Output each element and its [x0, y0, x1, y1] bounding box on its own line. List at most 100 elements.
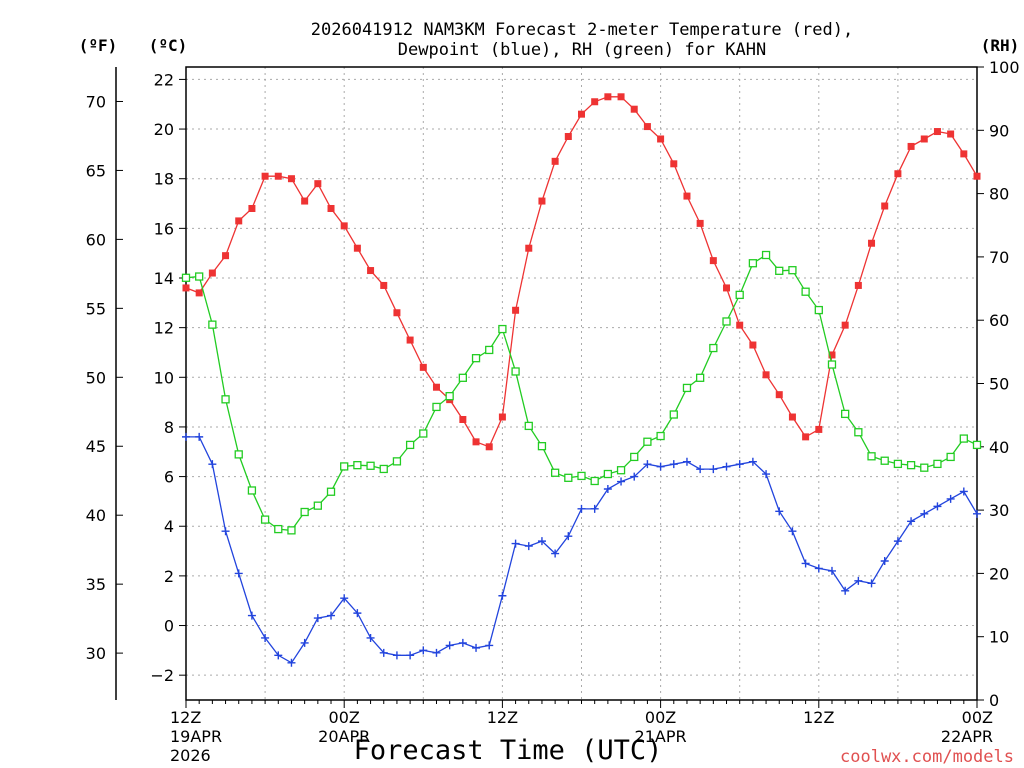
data-point-dewpoint [511, 539, 520, 548]
data-point-dewpoint [485, 641, 494, 650]
data-point-dewpoint [973, 509, 981, 518]
data-point-rh [682, 383, 692, 393]
data-point-2-meter-temperature [498, 413, 506, 421]
data-point-dewpoint [472, 643, 481, 652]
data-point-dewpoint [432, 648, 441, 657]
data-point-2-meter-temperature [340, 222, 348, 230]
data-point-rh [208, 320, 217, 329]
data-point-dewpoint [564, 532, 573, 541]
rh-tick-label: 80 [989, 185, 1009, 204]
data-point-2-meter-temperature [723, 284, 731, 292]
data-point-rh [287, 526, 296, 535]
data-point-dewpoint [537, 537, 546, 546]
data-point-2-meter-temperature [604, 93, 612, 101]
data-point-2-meter-temperature [947, 130, 955, 138]
data-point-dewpoint [261, 633, 270, 642]
rh-tick-label: 10 [989, 628, 1009, 647]
data-point-rh [643, 437, 652, 446]
rh-tick-label: 70 [989, 248, 1009, 267]
data-point-2-meter-temperature [551, 157, 559, 165]
data-point-rh [827, 360, 837, 369]
data-point-2-meter-temperature [578, 110, 585, 118]
rh-tick-label: 100 [989, 58, 1020, 77]
data-point-2-meter-temperature [657, 135, 665, 143]
data-point-2-meter-temperature [630, 105, 638, 113]
data-point-dewpoint [247, 611, 256, 620]
celsius-tick-label: 14 [154, 269, 174, 288]
celsius-tick-label: 20 [154, 120, 174, 139]
x-tick-label-time: 12Z [170, 708, 201, 727]
data-point-dewpoint [551, 549, 560, 558]
data-point-dewpoint [841, 586, 850, 595]
data-point-2-meter-temperature [670, 160, 678, 168]
data-point-rh [366, 461, 375, 470]
data-series [181, 93, 982, 667]
data-point-dewpoint [696, 465, 705, 474]
rh-tick-label: 60 [989, 311, 1009, 330]
data-point-rh [511, 367, 520, 376]
data-point-rh [195, 272, 204, 281]
data-point-2-meter-temperature [195, 289, 203, 297]
celsius-tick-label: 8 [164, 418, 174, 437]
data-point-rh [498, 324, 507, 334]
data-point-rh [181, 273, 191, 282]
data-point-rh [524, 421, 533, 431]
data-point-rh [405, 440, 415, 450]
data-point-2-meter-temperature [643, 123, 651, 131]
x-tick-label-time: 00Z [962, 708, 993, 727]
data-point-2-meter-temperature [472, 438, 480, 446]
data-point-rh [340, 462, 349, 471]
data-point-dewpoint [946, 494, 955, 503]
data-point-2-meter-temperature [841, 321, 849, 329]
data-point-dewpoint [208, 460, 217, 469]
data-point-2-meter-temperature [287, 175, 295, 183]
data-point-2-meter-temperature [274, 172, 282, 180]
fahrenheit-tick-label: 50 [86, 368, 106, 387]
celsius-tick-label: 18 [154, 170, 174, 189]
data-point-rh [603, 469, 613, 479]
celsius-tick-label: 22 [154, 70, 174, 89]
x-tick-label-date: 21APR [635, 727, 687, 746]
data-point-rh [550, 468, 560, 477]
data-point-dewpoint [340, 594, 349, 603]
celsius-tick-label: 6 [164, 468, 174, 487]
data-point-dewpoint [959, 487, 968, 496]
data-point-2-meter-temperature [538, 197, 546, 205]
data-point-rh [775, 266, 784, 275]
data-point-dewpoint [933, 502, 942, 511]
rh-tick-label: 50 [989, 375, 1009, 394]
unit-label-fahrenheit: (ºF) [79, 36, 118, 55]
data-point-2-meter-temperature [314, 180, 322, 188]
x-tick-label-time: 00Z [645, 708, 676, 727]
data-point-dewpoint [287, 658, 296, 667]
data-point-dewpoint [327, 611, 336, 620]
data-point-rh [274, 524, 283, 534]
celsius-tick-label: 2 [164, 567, 174, 586]
x-tick-label-time: 00Z [329, 708, 360, 727]
data-point-dewpoint [182, 432, 190, 441]
data-point-rh [788, 266, 797, 275]
data-point-2-meter-temperature [393, 309, 401, 317]
fahrenheit-tick-label: 40 [86, 506, 106, 525]
fahrenheit-tick-label: 30 [86, 644, 106, 663]
data-point-rh [854, 428, 863, 437]
fahrenheit-tick-label: 60 [86, 230, 106, 249]
data-point-2-meter-temperature [736, 321, 744, 329]
data-point-dewpoint [458, 638, 467, 647]
data-point-rh [867, 452, 876, 461]
data-point-dewpoint [274, 651, 283, 660]
data-point-dewpoint [801, 559, 810, 568]
data-point-rh [564, 473, 573, 482]
data-point-rh [326, 487, 336, 496]
data-point-2-meter-temperature [907, 142, 915, 150]
x-tick-label-date: 20APR [318, 727, 370, 746]
data-point-2-meter-temperature [512, 306, 520, 314]
data-point-rh [392, 457, 402, 466]
data-point-dewpoint [920, 509, 929, 518]
data-point-rh [537, 442, 547, 451]
data-point-dewpoint [775, 507, 784, 516]
data-point-dewpoint [617, 477, 626, 486]
data-point-dewpoint [656, 462, 665, 471]
unit-label-celsius: (ºC) [149, 36, 188, 55]
